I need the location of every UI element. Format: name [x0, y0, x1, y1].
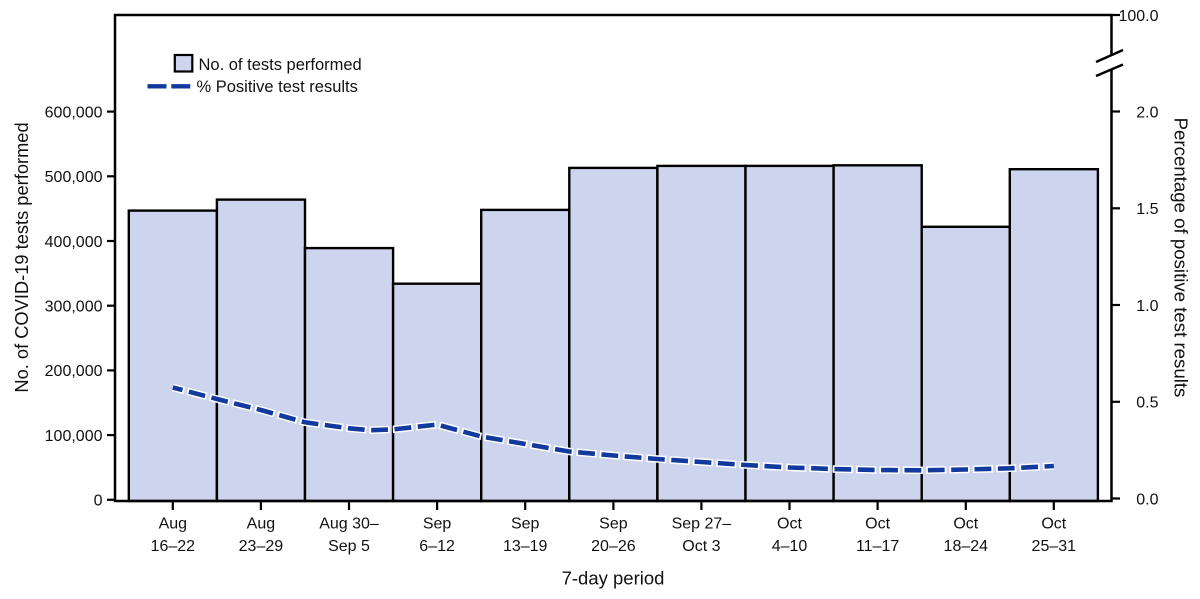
svg-text:Oct: Oct	[865, 516, 890, 533]
svg-text:Oct 3: Oct 3	[682, 538, 720, 555]
svg-text:0: 0	[94, 493, 103, 510]
svg-text:1.5: 1.5	[1136, 201, 1158, 218]
svg-text:Aug 30–: Aug 30–	[319, 516, 379, 533]
svg-text:500,000: 500,000	[45, 169, 103, 186]
svg-text:200,000: 200,000	[45, 363, 103, 380]
svg-text:13–19: 13–19	[503, 538, 548, 555]
svg-text:Oct: Oct	[953, 516, 978, 533]
svg-text:20–26: 20–26	[591, 538, 636, 555]
svg-text:0.5: 0.5	[1136, 395, 1158, 412]
svg-text:2.0: 2.0	[1136, 104, 1158, 121]
svg-text:300,000: 300,000	[45, 299, 103, 316]
svg-text:Sep: Sep	[423, 516, 452, 533]
svg-text:No. of COVID-19 tests performe: No. of COVID-19 tests performed	[11, 122, 32, 392]
svg-text:400,000: 400,000	[45, 234, 103, 251]
svg-text:Sep 27–: Sep 27–	[672, 516, 732, 533]
svg-text:0.0: 0.0	[1136, 491, 1158, 508]
svg-text:Oct: Oct	[1041, 516, 1066, 533]
svg-text:600,000: 600,000	[45, 104, 103, 121]
svg-text:Percentage of positive test re: Percentage of positive test results	[1171, 118, 1192, 398]
svg-text:25–31: 25–31	[1032, 538, 1077, 555]
svg-text:7-day period: 7-day period	[562, 568, 665, 589]
svg-text:11–17: 11–17	[856, 538, 899, 555]
svg-text:Aug: Aug	[159, 516, 187, 533]
svg-text:6–12: 6–12	[419, 538, 455, 555]
svg-text:Oct: Oct	[777, 516, 802, 533]
svg-text:100.0: 100.0	[1118, 8, 1158, 25]
svg-text:4–10: 4–10	[772, 538, 808, 555]
svg-text:Aug: Aug	[247, 516, 275, 533]
svg-text:No. of tests performed: No. of tests performed	[199, 56, 362, 74]
svg-text:16–22: 16–22	[151, 538, 196, 555]
svg-text:1.0: 1.0	[1136, 298, 1158, 315]
svg-text:% Positive test results: % Positive test results	[197, 78, 358, 96]
svg-text:Sep: Sep	[599, 516, 628, 533]
svg-text:Sep 5: Sep 5	[328, 538, 370, 555]
svg-text:18–24: 18–24	[944, 538, 989, 555]
svg-text:Sep: Sep	[511, 516, 540, 533]
svg-text:100,000: 100,000	[45, 428, 103, 445]
svg-text:23–29: 23–29	[239, 538, 284, 555]
